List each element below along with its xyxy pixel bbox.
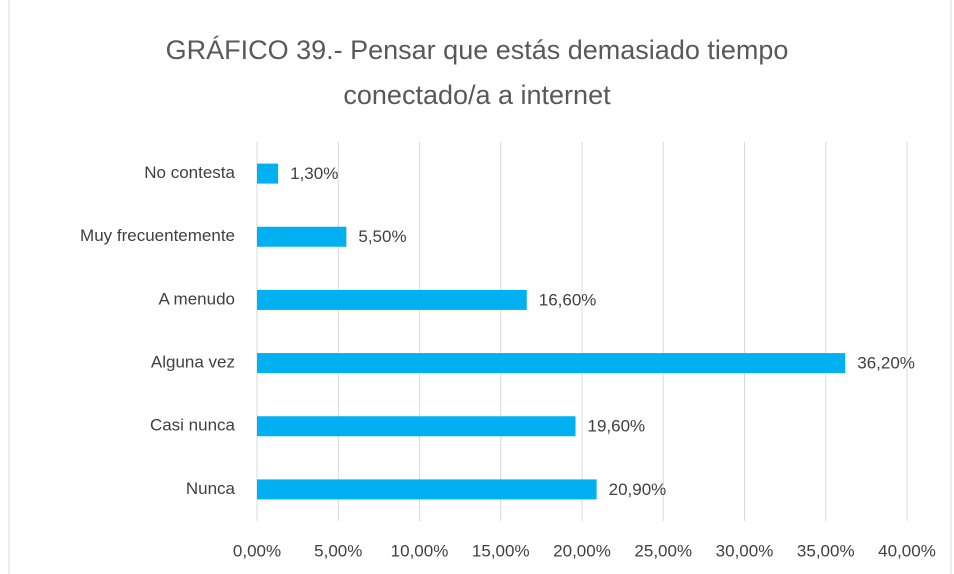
- chart-title: GRÁFICO 39.- Pensar que estás demasiado …: [165, 35, 789, 110]
- y-tick-label: Nunca: [186, 479, 236, 498]
- bar: [257, 479, 597, 500]
- x-tick-label: 25,00%: [634, 541, 692, 560]
- x-tick-label: 30,00%: [716, 541, 774, 560]
- bar: [257, 226, 347, 247]
- bar: [257, 353, 846, 374]
- bar: [257, 289, 527, 310]
- value-label: 20,90%: [609, 480, 667, 499]
- x-tick-label: 40,00%: [878, 541, 936, 560]
- bar: [257, 416, 576, 437]
- y-tick-label: A menudo: [158, 289, 235, 308]
- value-label: 19,60%: [588, 417, 646, 436]
- value-label: 16,60%: [539, 290, 597, 309]
- chart-border: [8, 0, 952, 574]
- y-tick-label: No contesta: [144, 163, 235, 182]
- x-tick-label: 0,00%: [233, 541, 281, 560]
- bar: [257, 163, 279, 184]
- x-tick-label: 20,00%: [553, 541, 611, 560]
- value-label: 5,50%: [358, 227, 406, 246]
- x-tick-label: 15,00%: [472, 541, 530, 560]
- value-label: 36,20%: [857, 354, 915, 373]
- y-tick-label: Casi nunca: [150, 416, 236, 435]
- x-tick-label: 10,00%: [391, 541, 449, 560]
- y-tick-label: Muy frecuentemente: [80, 226, 235, 245]
- x-tick-label: 5,00%: [314, 541, 362, 560]
- value-label: 1,30%: [290, 164, 338, 183]
- y-tick-label: Alguna vez: [151, 353, 235, 372]
- x-tick-label: 35,00%: [797, 541, 855, 560]
